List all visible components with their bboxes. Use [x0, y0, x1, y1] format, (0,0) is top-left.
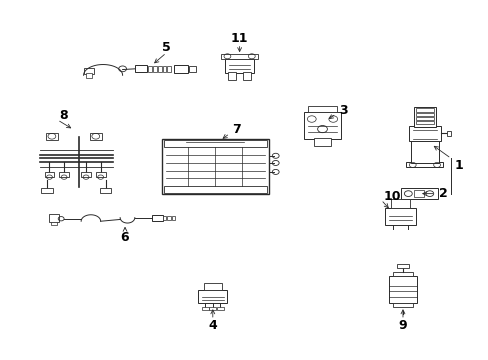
Bar: [396, 264, 408, 268]
Bar: [390, 199, 409, 208]
Bar: [167, 216, 170, 220]
Text: 1: 1: [453, 159, 462, 172]
Bar: [152, 215, 162, 221]
Bar: [243, 72, 250, 80]
Bar: [153, 66, 157, 72]
Bar: [415, 121, 433, 125]
Bar: [304, 112, 340, 139]
Bar: [163, 140, 266, 147]
Bar: [96, 172, 105, 177]
Bar: [410, 139, 438, 163]
Bar: [163, 186, 266, 193]
Bar: [307, 107, 336, 112]
Bar: [135, 65, 147, 72]
Bar: [415, 117, 433, 120]
Bar: [167, 66, 171, 72]
Text: 11: 11: [230, 32, 248, 45]
Bar: [161, 139, 268, 194]
Bar: [413, 190, 423, 197]
Bar: [203, 283, 221, 291]
Bar: [51, 222, 57, 225]
Bar: [384, 208, 415, 225]
Text: 6: 6: [121, 231, 129, 244]
Text: 10: 10: [383, 190, 400, 203]
Bar: [221, 54, 258, 59]
Bar: [148, 66, 152, 72]
Bar: [406, 162, 443, 167]
Bar: [415, 108, 433, 112]
Bar: [392, 303, 412, 307]
Bar: [158, 66, 161, 72]
Bar: [44, 172, 54, 177]
Text: 3: 3: [339, 104, 347, 117]
Bar: [188, 66, 196, 72]
Text: 5: 5: [162, 41, 170, 54]
Bar: [408, 126, 440, 140]
Bar: [173, 65, 188, 73]
Text: 7: 7: [232, 123, 241, 136]
Bar: [49, 215, 59, 222]
Bar: [41, 188, 53, 193]
Bar: [163, 216, 166, 220]
Bar: [400, 188, 437, 199]
Bar: [202, 307, 208, 310]
Bar: [100, 188, 111, 193]
Bar: [446, 131, 450, 136]
Bar: [90, 133, 102, 140]
Bar: [388, 276, 416, 303]
Bar: [228, 72, 236, 80]
Text: 8: 8: [59, 109, 68, 122]
Text: 9: 9: [398, 319, 407, 332]
Bar: [162, 66, 166, 72]
Bar: [392, 272, 412, 276]
Bar: [46, 133, 58, 140]
Bar: [216, 307, 223, 310]
Bar: [313, 138, 330, 146]
Bar: [171, 216, 175, 220]
Bar: [198, 291, 227, 303]
Text: 2: 2: [438, 187, 447, 200]
Bar: [209, 307, 216, 310]
Bar: [59, 172, 69, 177]
Bar: [415, 113, 433, 116]
Bar: [413, 107, 435, 127]
Bar: [81, 172, 91, 177]
Bar: [224, 59, 254, 73]
Text: 4: 4: [208, 319, 217, 332]
Bar: [85, 73, 92, 78]
Bar: [83, 68, 94, 74]
